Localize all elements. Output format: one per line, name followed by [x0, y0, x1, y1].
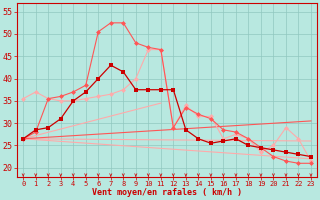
X-axis label: Vent moyen/en rafales ( km/h ): Vent moyen/en rafales ( km/h ) [92, 188, 242, 197]
